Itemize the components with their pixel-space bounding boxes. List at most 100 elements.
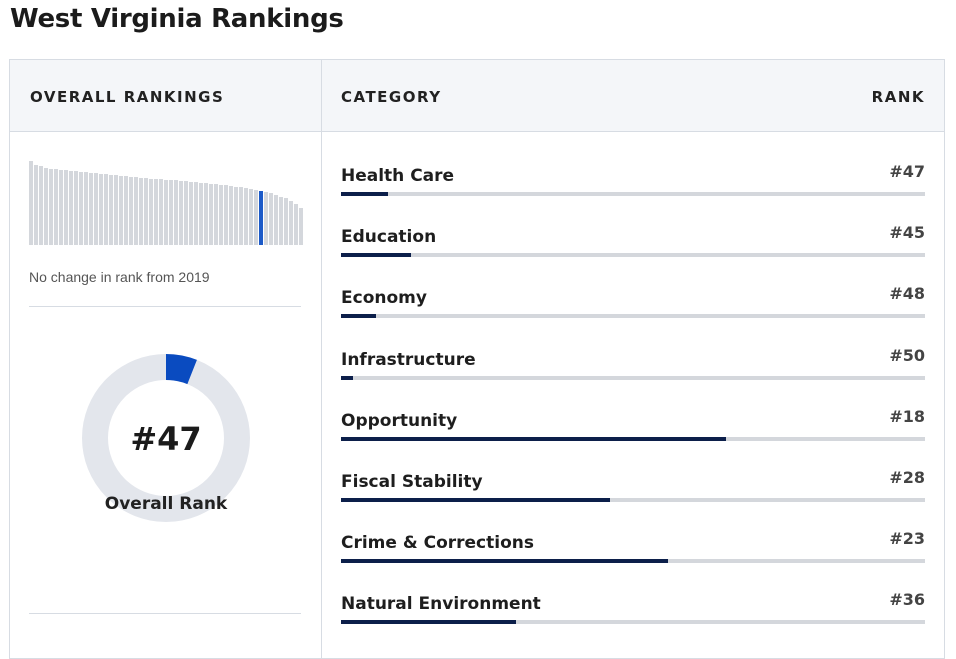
state-rank-bar [149,179,153,245]
state-rank-bar [144,178,148,245]
state-rank-bar [29,161,33,245]
overall-rank-label: Overall Rank [104,494,228,514]
state-rank-bar [169,180,173,245]
state-rank-bar [59,170,63,245]
category-progress-track [341,498,925,502]
state-rank-bar [39,166,43,245]
rank-change-text: No change in rank from 2019 [29,269,210,285]
divider [29,306,301,307]
state-rank-bar [69,171,73,245]
category-progress-track [341,559,925,564]
state-rank-bar [194,182,198,245]
category-row: Fiscal Stability #28 [341,468,925,533]
category-rank: #48 [889,284,925,304]
state-rank-bar [229,186,233,245]
category-progress-fill [341,436,727,441]
state-rank-bar-chart [29,160,303,245]
category-progress-track [341,253,925,258]
state-rank-bar [139,178,143,245]
state-rank-bar [94,173,98,245]
state-rank-bar [189,182,193,245]
state-rank-bar-highlighted [259,191,263,245]
state-rank-bar [254,190,258,245]
category-name: Economy [341,288,427,309]
state-rank-bar [114,175,118,245]
category-rank: #47 [889,162,925,181]
category-progress-fill [341,375,353,380]
rank-heading: RANK [871,88,925,106]
state-rank-bar [134,177,138,245]
category-row: Opportunity #18 [341,407,925,472]
page-title: West Virginia Rankings [10,4,344,34]
category-name: Education [341,227,437,248]
state-rank-bar [204,183,208,245]
category-row: Crime & Corrections #23 [341,529,925,594]
state-rank-bar [289,201,293,245]
donut-fill [82,354,250,522]
state-rank-bar [209,184,213,245]
state-rank-bar [109,175,113,245]
category-row: Natural Environment #36 [341,590,925,655]
state-rank-bar [174,180,178,245]
divider [29,613,301,614]
state-rank-bar [279,197,283,245]
state-rank-bar [119,176,123,245]
state-rank-bar [164,180,168,245]
category-rank: #18 [889,406,925,426]
category-row: Health Care #47 [341,162,925,227]
state-rank-bar [199,183,203,245]
state-rank-bar [89,173,93,245]
category-progress-track [341,620,925,625]
category-progress-fill [341,253,412,258]
state-rank-bar [234,187,238,245]
category-row: Education #45 [341,223,925,288]
rankings-table: OVERALL RANKINGS CATEGORY RANK No change… [9,59,945,659]
overall-rankings-header: OVERALL RANKINGS [10,60,322,132]
category-row: Infrastructure #50 [341,346,925,411]
state-rank-bar [54,169,58,245]
category-progress-track [341,375,925,380]
overall-rank-donut: #47 [82,354,250,522]
category-progress-fill [341,314,377,319]
state-rank-bar [129,177,133,245]
overall-rankings-heading: OVERALL RANKINGS [30,88,225,106]
overall-rankings-panel: No change in rank from 2019 #47 Overall … [10,132,322,658]
state-rank-bar [34,165,38,245]
state-rank-bar [219,185,223,245]
state-rank-bar [79,172,83,245]
category-progress-fill [341,498,610,502]
state-rank-bar [224,185,228,245]
category-name: Infrastructure [341,349,476,370]
state-rank-bar [184,181,188,245]
category-rank: #23 [889,529,925,549]
state-rank-bar [299,208,303,245]
category-progress-fill [341,620,517,625]
category-name: Natural Environment [341,594,541,615]
category-header: CATEGORY RANK [322,60,944,132]
category-row: Economy #48 [341,284,925,349]
category-list: Health Care #47 Education #45 Economy #48 Infr… [322,132,944,658]
category-progress-fill [341,559,669,564]
category-rank: #45 [889,223,925,243]
state-rank-bar [159,179,163,245]
state-rank-bar [124,176,128,245]
category-heading: CATEGORY [341,88,442,106]
state-rank-bar [74,171,78,245]
category-name: Fiscal Stability [341,472,483,492]
category-rank: #28 [889,468,925,487]
state-rank-bar [269,193,273,245]
overall-rank-value: #47 [130,420,201,458]
state-rank-bar [99,174,103,245]
state-rank-bar [84,172,88,245]
category-rank: #36 [889,590,925,610]
state-rank-bar [244,188,248,245]
state-rank-bar [214,184,218,245]
state-rank-bar [104,174,108,245]
state-rank-bar [294,204,298,245]
category-progress-track [341,192,925,196]
state-rank-bar [239,187,243,245]
state-rank-bar [284,198,288,245]
category-progress-track [341,314,925,319]
category-progress-track [341,436,925,441]
category-name: Opportunity [341,410,458,431]
